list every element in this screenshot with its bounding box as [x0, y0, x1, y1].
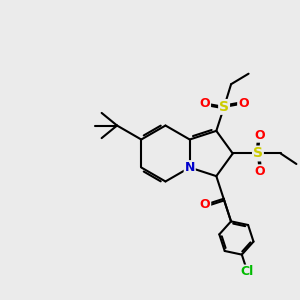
Text: O: O [254, 129, 265, 142]
Text: S: S [219, 100, 229, 114]
Text: O: O [200, 198, 210, 211]
Text: O: O [238, 97, 249, 110]
Text: O: O [200, 97, 210, 110]
Text: N: N [184, 161, 195, 174]
Text: S: S [253, 146, 263, 161]
Text: Cl: Cl [241, 266, 254, 278]
Text: O: O [254, 165, 265, 178]
